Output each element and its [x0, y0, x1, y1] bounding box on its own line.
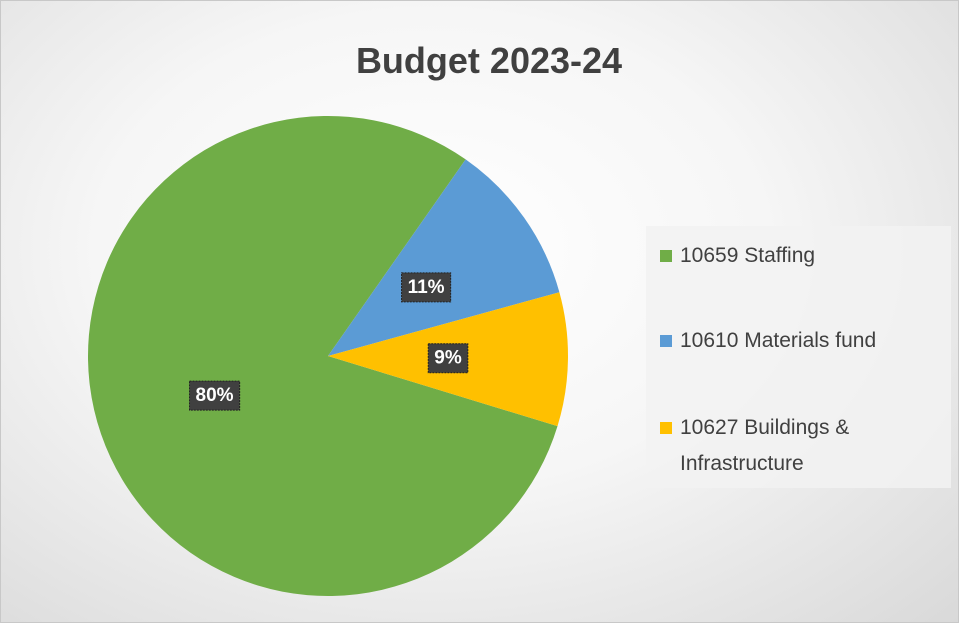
legend-item: 10610 Materials fund [660, 323, 930, 359]
data-label: 11% [408, 277, 445, 298]
pie-slice [328, 159, 560, 356]
legend: 10659 Staffing 10610 Materials fund 10627 … [646, 226, 951, 488]
data-label-bg [401, 272, 452, 303]
data-label: 80% [196, 385, 234, 406]
data-label-bg [427, 343, 469, 374]
pie-slice [87, 115, 558, 597]
data-label: 9% [434, 348, 462, 369]
data-label-bg [189, 380, 241, 411]
legend-label: 10659 Staffing [680, 244, 816, 267]
legend-swatch [660, 422, 672, 434]
legend-swatch [660, 335, 672, 347]
legend-label: 10610 Materials fund [680, 329, 877, 352]
chart-title: Budget 2023-24 [356, 40, 622, 81]
legend-item: 10627 Buildings & Infrastructure [660, 410, 930, 482]
legend-swatch [660, 250, 672, 262]
legend-item: 10659 Staffing [660, 238, 930, 274]
legend-label: 10627 Buildings & Infrastructure [680, 416, 850, 475]
